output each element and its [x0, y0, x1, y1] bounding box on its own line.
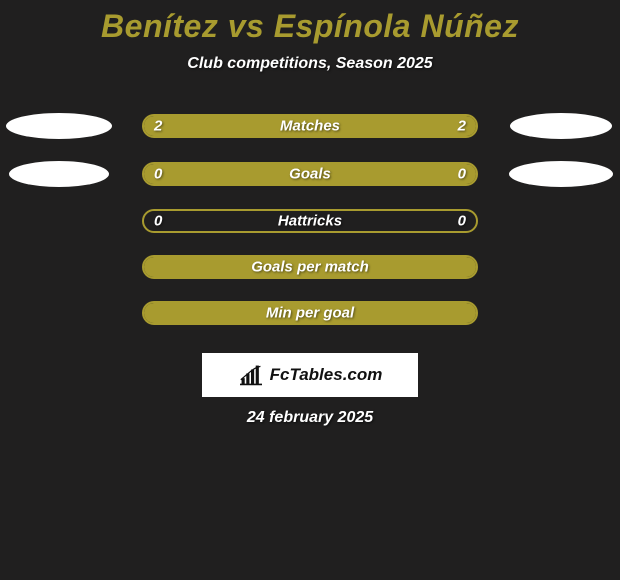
- bar-fill-left: [144, 257, 310, 277]
- stat-rows: 22Matches00Goals00HattricksGoals per mat…: [0, 113, 620, 325]
- stat-bar: 22Matches: [142, 114, 478, 138]
- stat-value-left: 0: [154, 166, 162, 183]
- stat-bar: Goals per match: [142, 255, 478, 279]
- stat-row: 22Matches: [0, 113, 620, 139]
- subtitle: Club competitions, Season 2025: [0, 55, 620, 73]
- stat-row: Min per goal: [0, 301, 620, 325]
- logo-box: FcTables.com: [202, 353, 418, 397]
- bar-fill-right: [310, 303, 476, 323]
- bar-fill-right: [310, 257, 476, 277]
- player-right-ellipse: [510, 113, 612, 139]
- logo-text: FcTables.com: [270, 365, 383, 385]
- bar-fill-right: [310, 116, 476, 136]
- stat-value-left: 0: [154, 213, 162, 230]
- date-text: 24 february 2025: [0, 409, 620, 427]
- stat-row: Goals per match: [0, 255, 620, 279]
- bar-fill-left: [144, 116, 310, 136]
- stat-bar: 0 0Hattricks: [142, 209, 478, 233]
- bar-chart-icon: [238, 364, 264, 386]
- stat-label: Hattricks: [144, 213, 476, 230]
- player-right-ellipse: [509, 161, 613, 187]
- bar-fill-left: [144, 303, 310, 323]
- player-left-ellipse: [6, 113, 112, 139]
- bar-fill-right: [310, 164, 476, 184]
- stat-bar: Min per goal: [142, 301, 478, 325]
- stat-value-right: 0: [458, 213, 466, 230]
- player-left-ellipse: [9, 161, 109, 187]
- stat-value-right: 0: [458, 166, 466, 183]
- infographic-root: Benítez vs Espínola Núñez Club competiti…: [0, 0, 620, 427]
- stat-row: 00Goals: [0, 161, 620, 187]
- stat-value-right: 2: [458, 118, 466, 135]
- stat-value-left: 2: [154, 118, 162, 135]
- stat-bar: 00Goals: [142, 162, 478, 186]
- stat-row: 0 0Hattricks: [0, 209, 620, 233]
- bar-fill-left: [144, 164, 310, 184]
- page-title: Benítez vs Espínola Núñez: [0, 8, 620, 45]
